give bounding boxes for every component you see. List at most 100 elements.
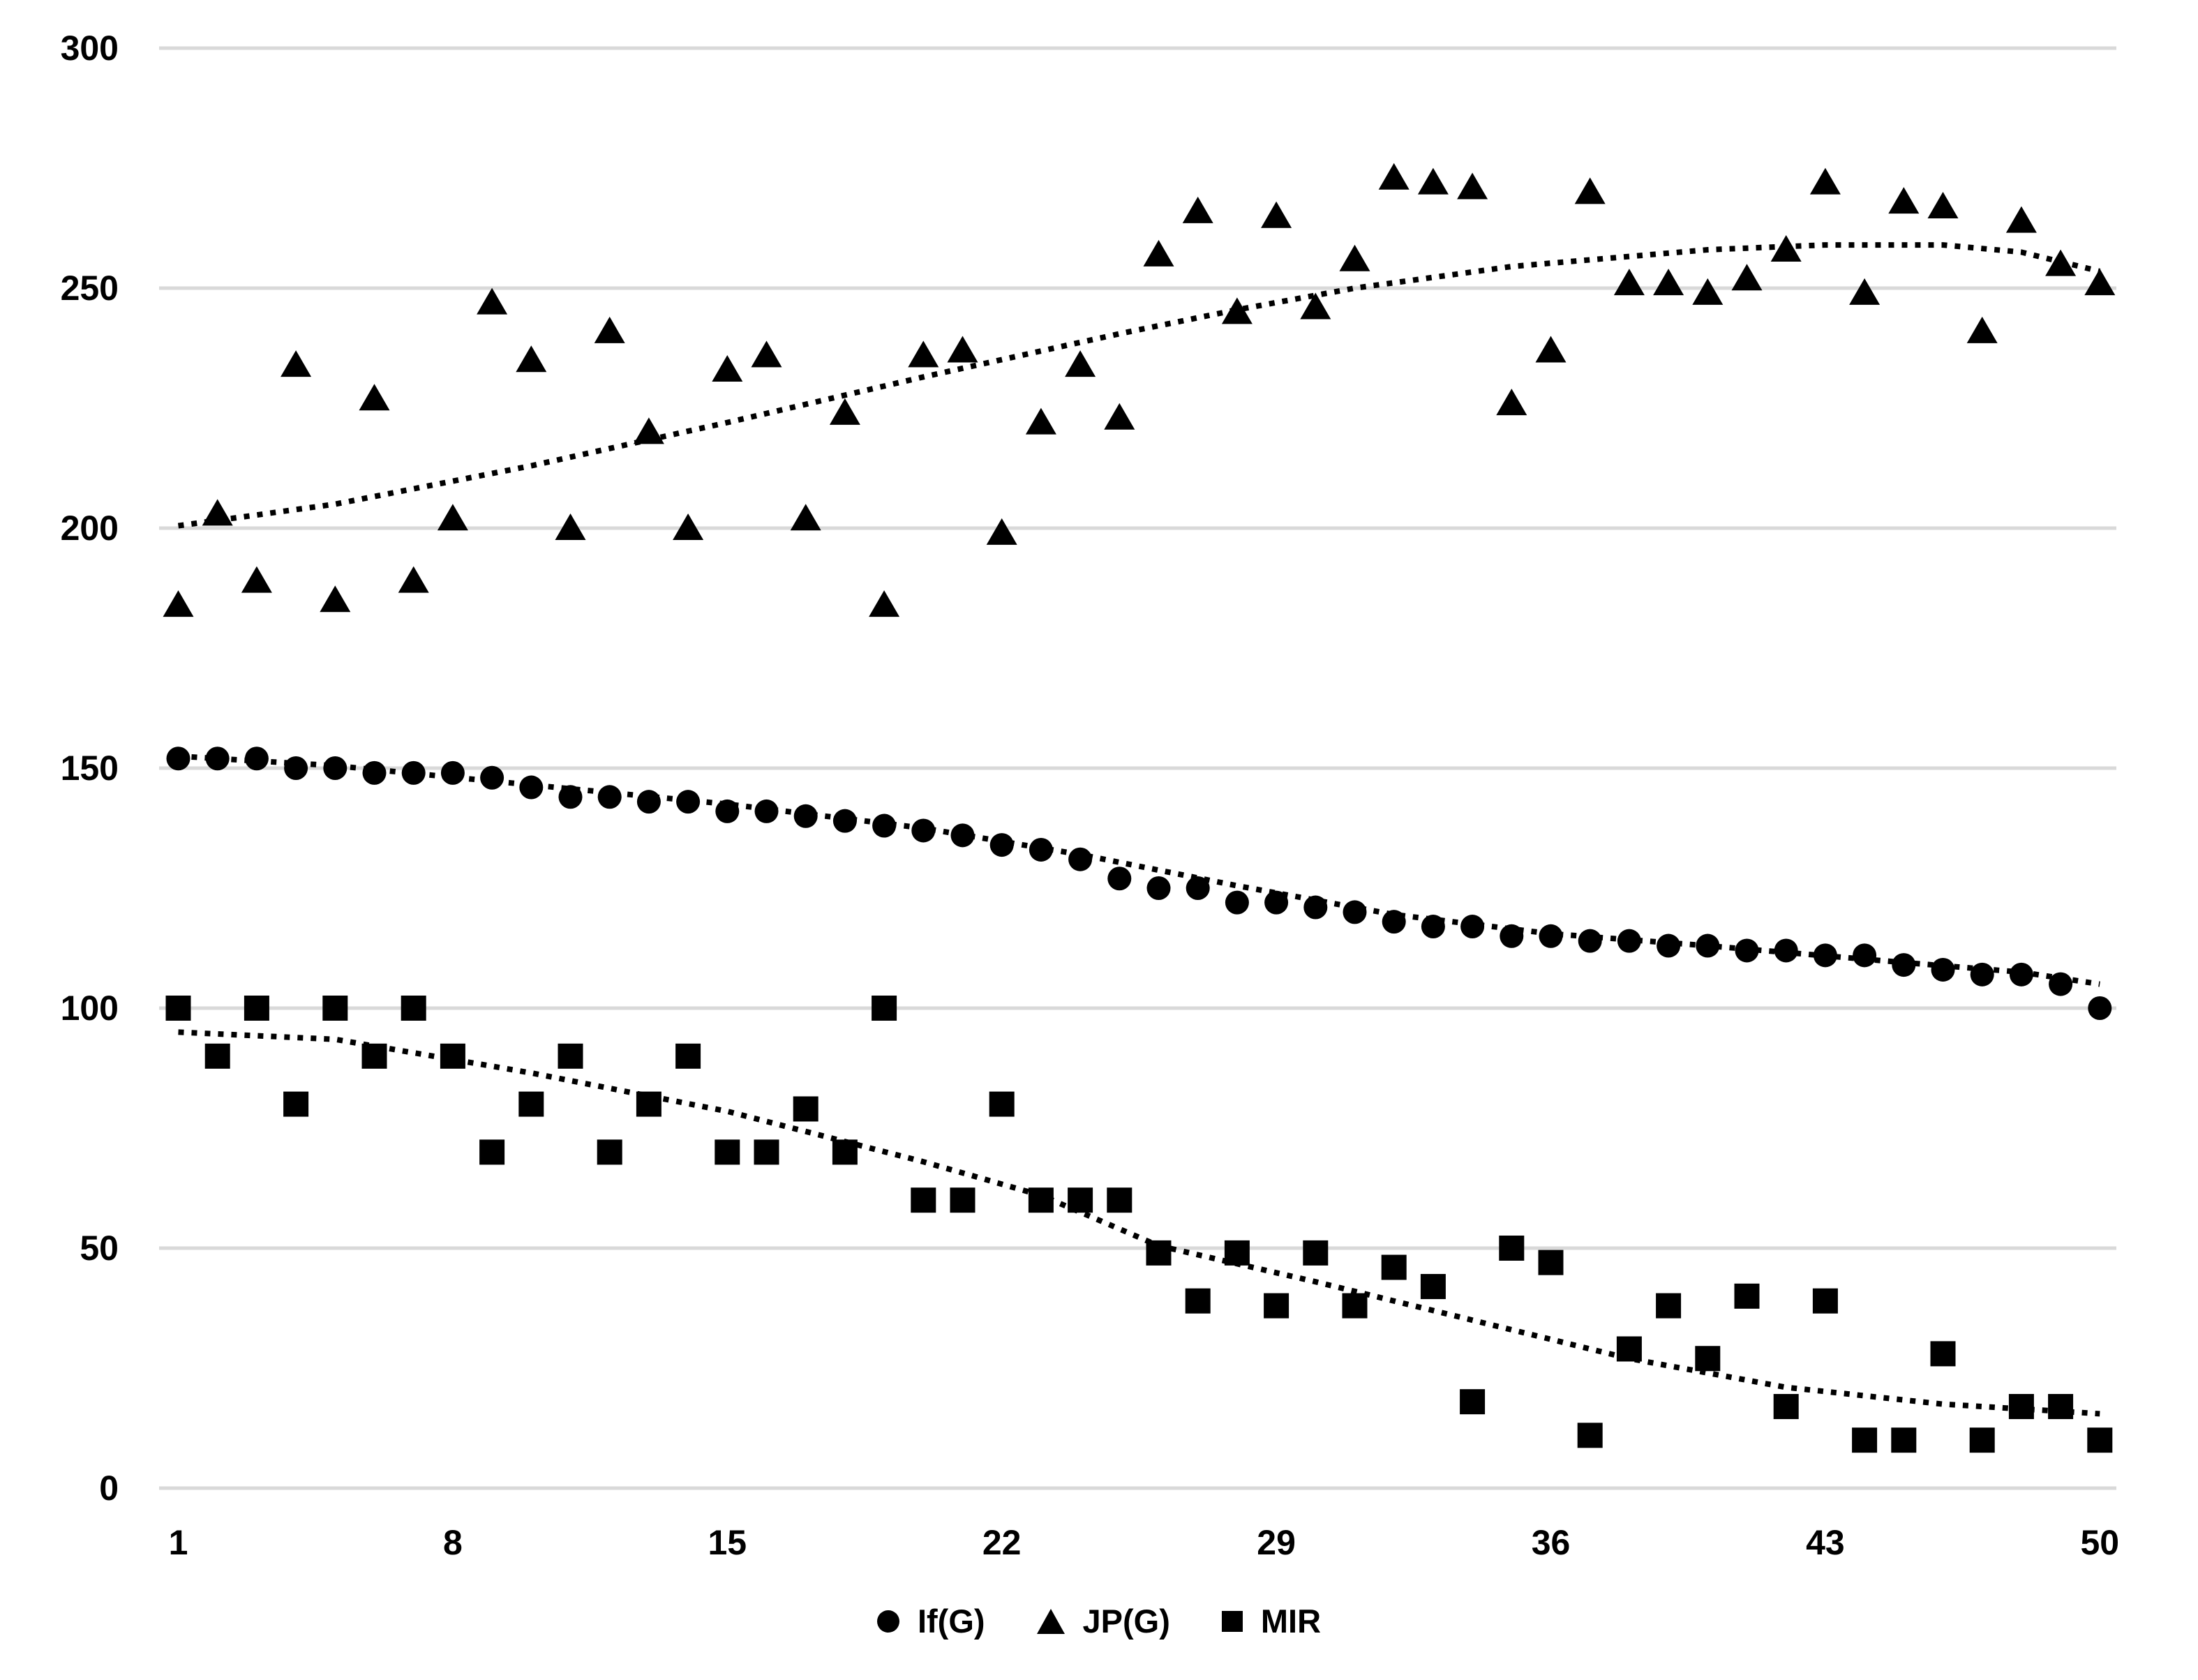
data-point-circle[interactable] bbox=[362, 760, 387, 785]
data-point-square[interactable] bbox=[1891, 1427, 1917, 1453]
data-point-circle[interactable] bbox=[872, 813, 897, 838]
data-point-square[interactable] bbox=[518, 1091, 544, 1117]
data-point-triangle[interactable] bbox=[1809, 167, 1841, 195]
data-point-square[interactable] bbox=[558, 1043, 583, 1069]
data-point-square[interactable] bbox=[204, 1043, 230, 1069]
data-point-square[interactable] bbox=[2087, 1427, 2113, 1453]
data-point-triangle[interactable] bbox=[1339, 244, 1370, 271]
data-point-square[interactable] bbox=[1616, 1336, 1642, 1362]
data-point-circle[interactable] bbox=[519, 775, 544, 800]
data-point-circle[interactable] bbox=[558, 785, 583, 809]
data-point-triangle[interactable] bbox=[2005, 206, 2037, 233]
data-point-square[interactable] bbox=[715, 1139, 740, 1165]
data-point-circle[interactable] bbox=[1068, 847, 1093, 871]
data-point-triangle[interactable] bbox=[712, 354, 743, 382]
data-point-triangle[interactable] bbox=[1221, 297, 1253, 324]
data-point-circle[interactable] bbox=[401, 760, 426, 785]
data-point-square[interactable] bbox=[401, 996, 426, 1021]
data-point-circle[interactable] bbox=[1382, 910, 1406, 934]
data-point-square[interactable] bbox=[1812, 1288, 1838, 1314]
data-point-triangle[interactable] bbox=[555, 513, 586, 540]
data-point-circle[interactable] bbox=[1421, 915, 1445, 939]
legend-item-ifg[interactable]: If(G) bbox=[876, 1602, 985, 1640]
data-point-triangle[interactable] bbox=[1574, 177, 1606, 204]
data-point-circle[interactable] bbox=[323, 756, 347, 780]
data-point-triangle[interactable] bbox=[1653, 269, 1684, 296]
data-point-circle[interactable] bbox=[1029, 837, 1053, 862]
data-point-circle[interactable] bbox=[1500, 924, 1524, 948]
data-point-triangle[interactable] bbox=[1025, 407, 1056, 435]
data-point-circle[interactable] bbox=[1657, 933, 1681, 958]
data-point-circle[interactable] bbox=[2088, 996, 2112, 1020]
data-point-square[interactable] bbox=[1264, 1293, 1289, 1319]
data-point-square[interactable] bbox=[1773, 1394, 1799, 1420]
data-point-triangle[interactable] bbox=[869, 590, 900, 617]
data-point-square[interactable] bbox=[1146, 1240, 1172, 1266]
data-point-square[interactable] bbox=[1224, 1240, 1250, 1266]
data-point-triangle[interactable] bbox=[1966, 316, 1998, 343]
data-point-triangle[interactable] bbox=[908, 340, 939, 368]
data-point-circle[interactable] bbox=[1578, 929, 1602, 953]
data-point-square[interactable] bbox=[1381, 1254, 1407, 1280]
data-point-square[interactable] bbox=[911, 1187, 936, 1213]
data-point-triangle[interactable] bbox=[829, 398, 860, 425]
data-point-circle[interactable] bbox=[244, 747, 269, 771]
data-point-triangle[interactable] bbox=[359, 384, 390, 411]
data-point-triangle[interactable] bbox=[1378, 163, 1410, 190]
data-point-triangle[interactable] bbox=[2084, 269, 2116, 296]
data-point-square[interactable] bbox=[165, 996, 191, 1021]
data-point-circle[interactable] bbox=[911, 818, 936, 843]
data-point-triangle[interactable] bbox=[751, 340, 782, 368]
data-point-triangle[interactable] bbox=[1535, 336, 1567, 363]
data-point-square[interactable] bbox=[244, 996, 269, 1021]
data-point-square[interactable] bbox=[1734, 1283, 1760, 1309]
data-point-circle[interactable] bbox=[2049, 972, 2073, 996]
legend-item-mir[interactable]: MIR bbox=[1221, 1602, 1321, 1640]
data-point-triangle[interactable] bbox=[1731, 264, 1763, 291]
data-point-triangle[interactable] bbox=[947, 336, 978, 363]
data-point-circle[interactable] bbox=[1539, 924, 1563, 948]
data-point-triangle[interactable] bbox=[790, 504, 821, 531]
data-point-circle[interactable] bbox=[1460, 915, 1485, 939]
data-point-circle[interactable] bbox=[950, 823, 975, 848]
data-point-square[interactable] bbox=[1656, 1293, 1682, 1319]
data-point-square[interactable] bbox=[440, 1043, 465, 1069]
data-point-circle[interactable] bbox=[754, 799, 779, 823]
data-point-triangle[interactable] bbox=[241, 566, 272, 593]
data-point-triangle[interactable] bbox=[1613, 269, 1645, 296]
data-point-circle[interactable] bbox=[1343, 900, 1367, 924]
data-point-square[interactable] bbox=[2048, 1394, 2074, 1420]
data-point-triangle[interactable] bbox=[398, 566, 429, 593]
data-point-circle[interactable] bbox=[597, 785, 622, 809]
data-point-circle[interactable] bbox=[676, 790, 701, 814]
data-point-square[interactable] bbox=[1577, 1423, 1603, 1448]
data-point-circle[interactable] bbox=[1303, 895, 1328, 920]
data-point-triangle[interactable] bbox=[673, 513, 704, 540]
data-point-square[interactable] bbox=[1460, 1389, 1486, 1415]
data-point-triangle[interactable] bbox=[320, 585, 351, 613]
data-point-triangle[interactable] bbox=[477, 287, 508, 315]
data-point-triangle[interactable] bbox=[1888, 187, 1920, 214]
data-point-circle[interactable] bbox=[1892, 953, 1916, 977]
data-point-circle[interactable] bbox=[715, 799, 740, 823]
legend-item-jpg[interactable]: JP(G) bbox=[1036, 1602, 1170, 1640]
data-point-square[interactable] bbox=[950, 1187, 975, 1213]
data-point-triangle[interactable] bbox=[1300, 292, 1331, 320]
data-point-square[interactable] bbox=[1068, 1187, 1093, 1213]
data-point-triangle[interactable] bbox=[281, 350, 312, 377]
data-point-triangle[interactable] bbox=[163, 590, 194, 617]
data-point-circle[interactable] bbox=[284, 756, 308, 780]
data-point-square[interactable] bbox=[1420, 1274, 1446, 1300]
data-point-square[interactable] bbox=[361, 1043, 387, 1069]
data-point-circle[interactable] bbox=[1264, 890, 1289, 915]
data-point-circle[interactable] bbox=[1146, 876, 1171, 900]
data-point-circle[interactable] bbox=[1774, 938, 1798, 963]
data-point-triangle[interactable] bbox=[986, 518, 1017, 545]
data-point-circle[interactable] bbox=[989, 833, 1014, 857]
data-point-square[interactable] bbox=[1303, 1240, 1329, 1266]
data-point-triangle[interactable] bbox=[1849, 278, 1881, 305]
data-point-circle[interactable] bbox=[1813, 943, 1837, 968]
data-point-circle[interactable] bbox=[1186, 876, 1210, 900]
data-point-square[interactable] bbox=[832, 1139, 858, 1165]
data-point-square[interactable] bbox=[793, 1096, 818, 1122]
